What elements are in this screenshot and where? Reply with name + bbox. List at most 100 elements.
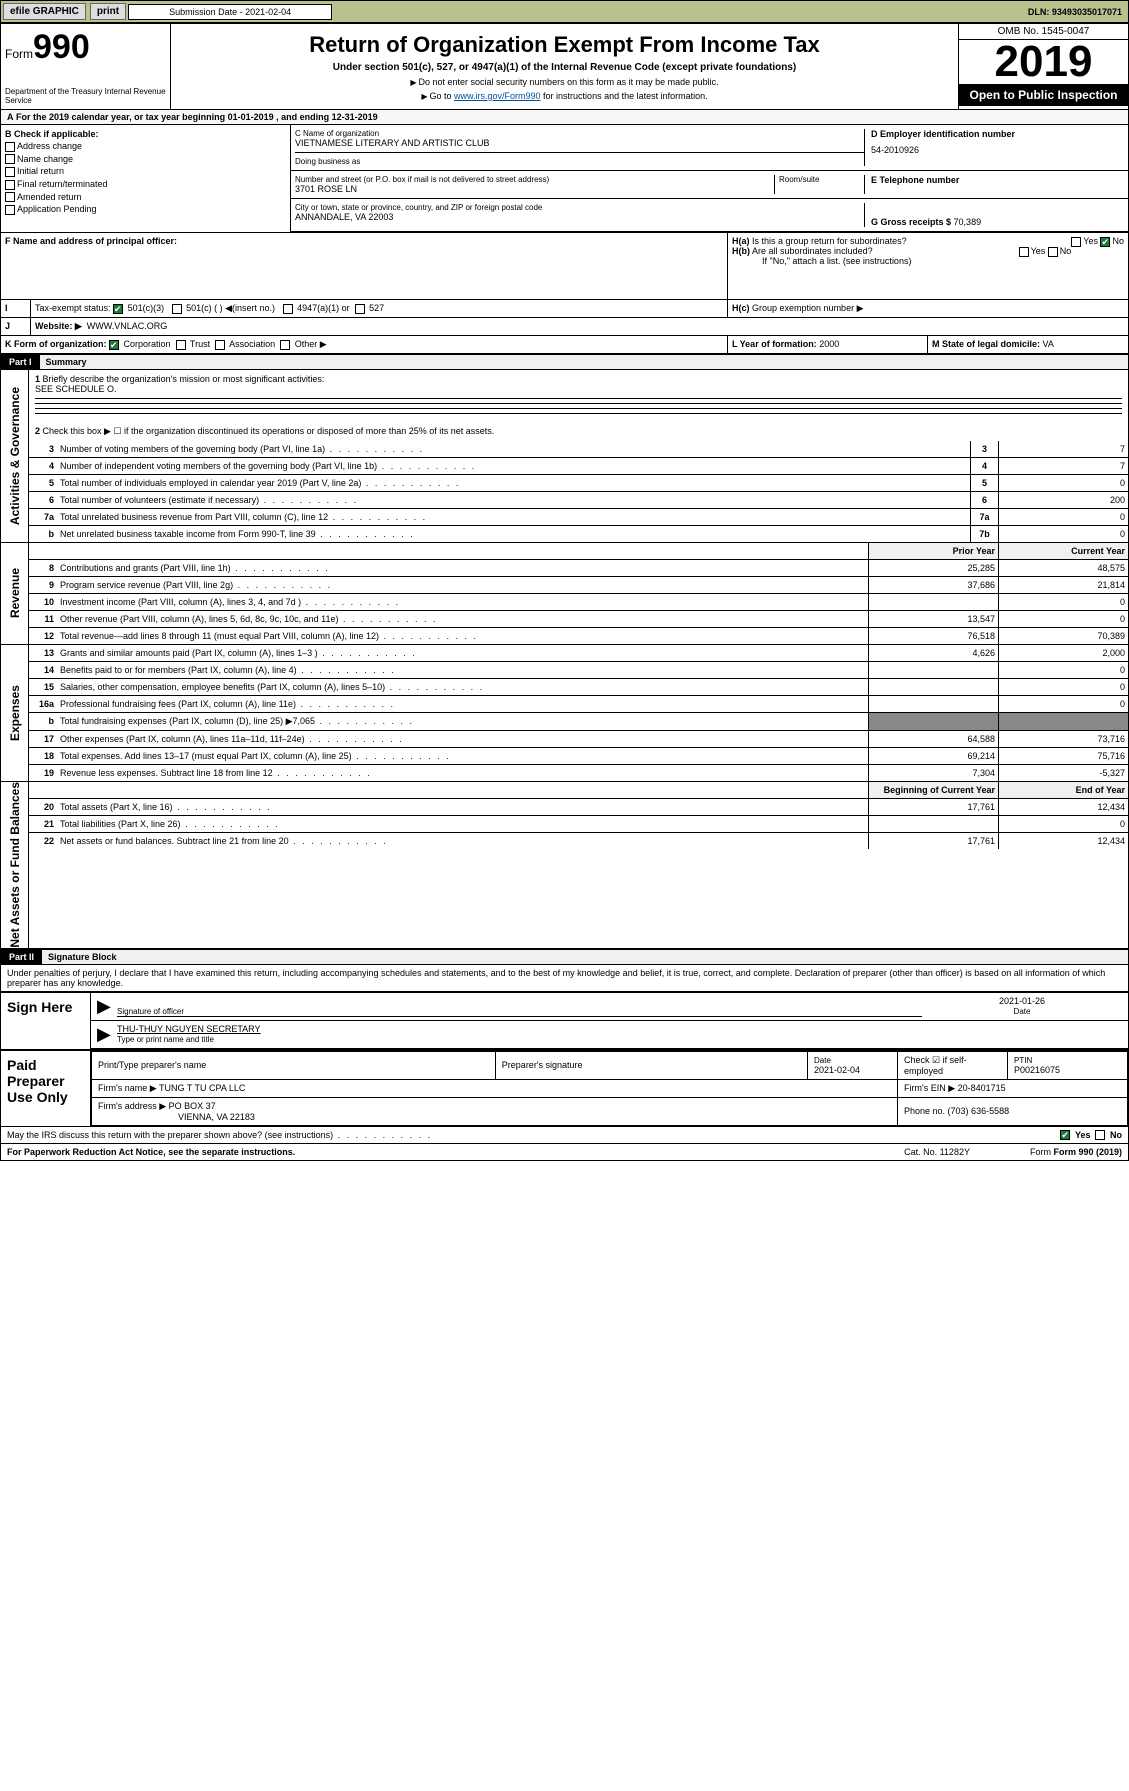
ptin: P00216075 bbox=[1014, 1065, 1060, 1075]
prior-val: 13,547 bbox=[868, 611, 998, 627]
curr-val: 21,814 bbox=[998, 577, 1128, 593]
ha-no-check[interactable] bbox=[1100, 237, 1110, 247]
part-ii-hdr: Part II bbox=[1, 950, 42, 964]
box-j-label: Website: ▶ bbox=[35, 321, 82, 331]
prior-val bbox=[868, 713, 998, 730]
line-num: b bbox=[29, 713, 57, 730]
discuss-yes-check[interactable] bbox=[1060, 1130, 1070, 1140]
tax-year: 2019 bbox=[959, 40, 1128, 84]
curr-val: 73,716 bbox=[998, 731, 1128, 747]
line-num: 19 bbox=[29, 765, 57, 781]
line-desc: Total unrelated business revenue from Pa… bbox=[57, 509, 970, 525]
line-desc: Grants and similar amounts paid (Part IX… bbox=[57, 645, 868, 661]
curr-val bbox=[998, 713, 1128, 730]
curr-val: 0 bbox=[998, 679, 1128, 695]
prior-val: 25,285 bbox=[868, 560, 998, 576]
line-2: Check this box ▶ ☐ if the organization d… bbox=[43, 426, 495, 436]
line-num: 6 bbox=[29, 492, 57, 508]
firm-ein: 20-8401715 bbox=[958, 1083, 1006, 1093]
line-desc: Revenue less expenses. Subtract line 18 … bbox=[57, 765, 868, 781]
dba-label: Doing business as bbox=[295, 157, 864, 166]
sign-date: 2021-01-26 bbox=[999, 996, 1045, 1006]
prior-val: 37,686 bbox=[868, 577, 998, 593]
efile-button[interactable]: efile GRAPHIC bbox=[3, 3, 86, 20]
box-c-label: C Name of organization bbox=[295, 129, 864, 138]
curr-val: 0 bbox=[998, 662, 1128, 678]
line-desc: Total number of volunteers (estimate if … bbox=[57, 492, 970, 508]
line-desc: Total fundraising expenses (Part IX, col… bbox=[57, 713, 868, 730]
firm-addr2: VIENNA, VA 22183 bbox=[98, 1112, 255, 1122]
cat-no: Cat. No. 11282Y bbox=[904, 1147, 970, 1157]
room-label: Room/suite bbox=[774, 175, 864, 194]
line-desc: Total number of individuals employed in … bbox=[57, 475, 970, 491]
line-num: 22 bbox=[29, 833, 57, 849]
gross-receipts: 70,389 bbox=[954, 217, 982, 227]
form990-link[interactable]: www.irs.gov/Form990 bbox=[454, 91, 541, 101]
h-b-label: Are all subordinates included? bbox=[752, 246, 873, 256]
firm-addr: PO BOX 37 bbox=[169, 1101, 216, 1111]
app-pending-check[interactable]: Application Pending bbox=[17, 204, 97, 214]
form-footer: Form 990 (2019) bbox=[1053, 1147, 1122, 1157]
street-address: 3701 ROSE LN bbox=[295, 184, 774, 194]
addr-change-check[interactable]: Address change bbox=[17, 141, 82, 151]
box-g-label: G Gross receipts $ bbox=[871, 217, 954, 227]
curr-val: 70,389 bbox=[998, 628, 1128, 644]
name-change-check[interactable]: Name change bbox=[17, 154, 73, 164]
line-desc: Investment income (Part VIII, column (A)… bbox=[57, 594, 868, 610]
line-val: 7 bbox=[998, 441, 1128, 457]
prior-val bbox=[868, 679, 998, 695]
amended-return-check[interactable]: Amended return bbox=[17, 192, 82, 202]
ein: 54-2010926 bbox=[871, 145, 1124, 155]
prior-val bbox=[868, 662, 998, 678]
line-num: 13 bbox=[29, 645, 57, 661]
dept-text: Department of the Treasury Internal Reve… bbox=[5, 87, 166, 105]
line-box: 3 bbox=[970, 441, 998, 457]
city-value: ANNANDALE, VA 22003 bbox=[295, 212, 864, 222]
current-year-hdr: Current Year bbox=[998, 543, 1128, 559]
line-a: A For the 2019 calendar year, or tax yea… bbox=[1, 110, 1128, 125]
paid-preparer-label: Paid Preparer Use Only bbox=[1, 1051, 91, 1126]
line-box: 7a bbox=[970, 509, 998, 525]
mission-value: SEE SCHEDULE O. bbox=[35, 384, 117, 394]
line-desc: Other revenue (Part VIII, column (A), li… bbox=[57, 611, 868, 627]
line-desc: Number of independent voting members of … bbox=[57, 458, 970, 474]
h-a-label: Is this a group return for subordinates? bbox=[752, 236, 907, 246]
prior-val: 69,214 bbox=[868, 748, 998, 764]
submission-date: Submission Date - 2021-02-04 bbox=[128, 4, 332, 20]
topbar: efile GRAPHIC print Submission Date - 20… bbox=[1, 1, 1128, 24]
line-val: 0 bbox=[998, 475, 1128, 491]
line-val: 0 bbox=[998, 526, 1128, 542]
curr-val: 0 bbox=[998, 816, 1128, 832]
self-emp-check[interactable]: Check ☑ if self-employed bbox=[898, 1051, 1008, 1079]
prior-val bbox=[868, 816, 998, 832]
line-desc: Program service revenue (Part VIII, line… bbox=[57, 577, 868, 593]
corp-check[interactable] bbox=[109, 340, 119, 350]
line-desc: Total expenses. Add lines 13–17 (must eq… bbox=[57, 748, 868, 764]
prior-val: 76,518 bbox=[868, 628, 998, 644]
form-title: Return of Organization Exempt From Incom… bbox=[175, 32, 954, 58]
501c3-check[interactable] bbox=[113, 304, 123, 314]
final-return-check[interactable]: Final return/terminated bbox=[17, 179, 108, 189]
part-i-title: Summary bbox=[40, 357, 87, 367]
box-l-label: L Year of formation: bbox=[732, 339, 819, 349]
h-b-note: If "No," attach a list. (see instruction… bbox=[732, 256, 1124, 266]
line-val: 0 bbox=[998, 509, 1128, 525]
revenue-label: Revenue bbox=[8, 568, 22, 618]
print-button[interactable]: print bbox=[90, 3, 126, 20]
line-box: 4 bbox=[970, 458, 998, 474]
initial-return-check[interactable]: Initial return bbox=[17, 166, 64, 176]
curr-val: 0 bbox=[998, 594, 1128, 610]
line-num: 18 bbox=[29, 748, 57, 764]
line-num: 4 bbox=[29, 458, 57, 474]
line-val: 200 bbox=[998, 492, 1128, 508]
form-prefix: Form bbox=[5, 47, 33, 61]
line-box: 7b bbox=[970, 526, 998, 542]
discuss-label: May the IRS discuss this return with the… bbox=[7, 1130, 432, 1140]
line-box: 5 bbox=[970, 475, 998, 491]
sig-officer-label: Signature of officer bbox=[117, 1007, 184, 1016]
subtitle-1: Under section 501(c), 527, or 4947(a)(1)… bbox=[175, 62, 954, 73]
line-num: 12 bbox=[29, 628, 57, 644]
part-i-hdr: Part I bbox=[1, 355, 40, 369]
subtitle-2: Do not enter social security numbers on … bbox=[419, 77, 719, 87]
line-box: 6 bbox=[970, 492, 998, 508]
